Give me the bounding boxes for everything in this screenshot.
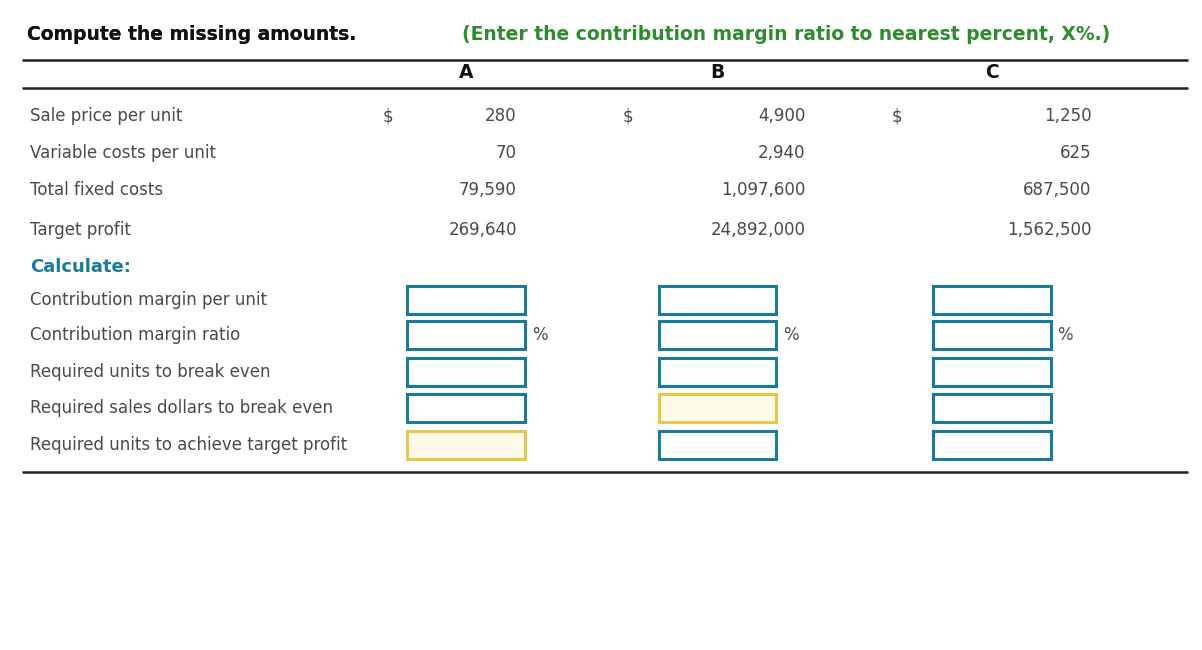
Text: Required units to achieve target profit: Required units to achieve target profit <box>30 436 346 454</box>
Bar <box>407 321 525 349</box>
Text: 1,097,600: 1,097,600 <box>721 181 805 199</box>
Bar <box>407 394 525 422</box>
Text: Compute the missing amounts.: Compute the missing amounts. <box>26 25 362 44</box>
Text: 280: 280 <box>486 107 517 125</box>
Bar <box>933 394 1051 422</box>
Text: 625: 625 <box>1060 144 1091 162</box>
Bar <box>659 286 776 314</box>
Text: %: % <box>1058 326 1073 344</box>
Bar <box>933 394 1051 422</box>
Text: Compute the missing amounts.: Compute the missing amounts. <box>26 25 362 44</box>
Text: Required units to break even: Required units to break even <box>30 363 270 381</box>
Bar <box>933 358 1051 386</box>
Text: (Enter the contribution margin ratio to nearest percent, X%.): (Enter the contribution margin ratio to … <box>462 25 1111 44</box>
Bar <box>659 286 776 314</box>
Bar <box>407 394 525 422</box>
Text: 2,940: 2,940 <box>757 144 805 162</box>
Bar <box>933 321 1051 349</box>
Text: Total fixed costs: Total fixed costs <box>30 181 162 199</box>
Text: $: $ <box>892 107 903 125</box>
Bar <box>659 431 776 459</box>
Bar <box>659 321 776 349</box>
Text: 4,900: 4,900 <box>758 107 805 125</box>
Text: 79,590: 79,590 <box>459 181 517 199</box>
Bar <box>407 431 525 459</box>
Text: 70: 70 <box>496 144 517 162</box>
Text: Sale price per unit: Sale price per unit <box>30 107 182 125</box>
Bar <box>933 358 1051 386</box>
Text: 1,562,500: 1,562,500 <box>1007 221 1091 239</box>
Text: 687,500: 687,500 <box>1023 181 1091 199</box>
Bar <box>659 431 776 459</box>
Bar <box>933 321 1051 349</box>
Bar <box>933 431 1051 459</box>
Bar <box>933 286 1051 314</box>
Text: 269,640: 269,640 <box>448 221 517 239</box>
Text: Target profit: Target profit <box>30 221 131 239</box>
Text: C: C <box>984 64 999 83</box>
Text: 1,250: 1,250 <box>1043 107 1091 125</box>
Text: $: $ <box>382 107 393 125</box>
Bar <box>933 286 1051 314</box>
Text: %: % <box>784 326 799 344</box>
Text: A: A <box>459 64 474 83</box>
Bar <box>659 358 776 386</box>
Bar <box>659 394 776 422</box>
Bar <box>407 358 525 386</box>
Bar <box>407 321 525 349</box>
Text: B: B <box>710 64 725 83</box>
Text: Variable costs per unit: Variable costs per unit <box>30 144 215 162</box>
Bar <box>407 286 525 314</box>
Text: %: % <box>532 326 548 344</box>
Text: Required sales dollars to break even: Required sales dollars to break even <box>30 399 333 417</box>
Text: Contribution margin per unit: Contribution margin per unit <box>30 291 267 309</box>
Text: 24,892,000: 24,892,000 <box>710 221 805 239</box>
Bar <box>407 358 525 386</box>
Bar <box>933 431 1051 459</box>
Bar <box>407 431 525 459</box>
Bar <box>407 286 525 314</box>
Bar <box>659 358 776 386</box>
Text: $: $ <box>623 107 633 125</box>
Text: Calculate:: Calculate: <box>30 258 131 276</box>
Bar <box>659 394 776 422</box>
Text: Contribution margin ratio: Contribution margin ratio <box>30 326 240 344</box>
Bar <box>659 321 776 349</box>
